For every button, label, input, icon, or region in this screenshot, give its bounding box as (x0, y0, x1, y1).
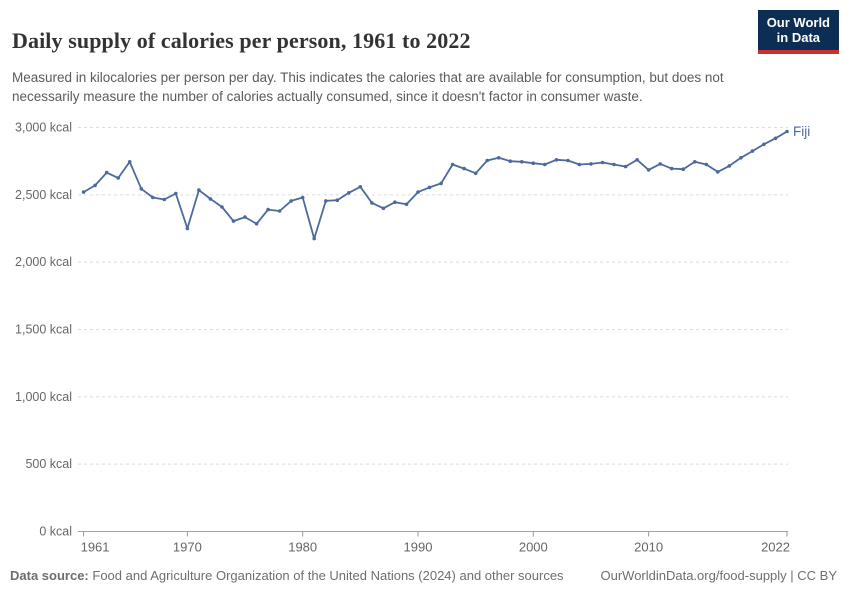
series-end-label[interactable]: Fiji (793, 124, 810, 139)
data-point[interactable] (393, 200, 397, 204)
data-point[interactable] (151, 195, 155, 200)
data-point[interactable] (243, 215, 247, 219)
data-point[interactable] (646, 168, 651, 172)
x-axis-label: 2010 (634, 540, 663, 555)
data-point[interactable] (427, 185, 432, 190)
data-point[interactable] (289, 199, 294, 203)
data-point[interactable] (185, 226, 190, 231)
data-point[interactable] (669, 166, 674, 171)
data-point[interactable] (116, 176, 120, 180)
data-source-note: Data source: Food and Agriculture Organi… (10, 568, 564, 583)
data-point[interactable] (208, 197, 213, 201)
y-axis-label: 0 kcal (39, 525, 72, 539)
data-point[interactable] (104, 170, 109, 175)
owid-logo-line2: in Data (776, 30, 821, 46)
data-point[interactable] (462, 166, 466, 171)
data-point[interactable] (416, 190, 420, 194)
data-point[interactable] (543, 162, 547, 167)
data-point[interactable] (612, 162, 616, 167)
data-point[interactable] (704, 162, 709, 167)
data-point[interactable] (277, 209, 282, 213)
data-point[interactable] (254, 222, 259, 226)
data-point[interactable] (174, 191, 178, 196)
data-point[interactable] (347, 191, 351, 195)
data-point[interactable] (531, 161, 536, 165)
data-point[interactable] (508, 159, 513, 163)
x-axis-label: 2000 (519, 540, 548, 555)
owid-logo: Our World in Data (757, 10, 839, 54)
chart-subtitle: Measured in kilocalories per person per … (12, 69, 724, 104)
page-title: Daily supply of calories per person, 196… (12, 27, 471, 53)
data-point[interactable] (554, 158, 559, 162)
data-point[interactable] (450, 162, 455, 167)
data-point[interactable] (485, 158, 490, 163)
x-axis-label: 1970 (173, 540, 202, 555)
data-point[interactable] (300, 195, 305, 200)
data-point[interactable] (220, 205, 224, 209)
data-point[interactable] (473, 171, 478, 176)
chart-footer: Data source: Food and Agriculture Organi… (10, 568, 837, 583)
data-point[interactable] (93, 183, 97, 188)
data-point[interactable] (623, 164, 628, 169)
data-point[interactable] (785, 129, 789, 134)
data-point[interactable] (773, 136, 778, 141)
data-point[interactable] (358, 185, 363, 189)
data-point[interactable] (404, 202, 409, 207)
data-point[interactable] (127, 160, 132, 164)
y-axis-label: 1,500 kcal (15, 323, 72, 337)
data-point[interactable] (312, 236, 317, 241)
y-axis-label: 2,000 kcal (15, 255, 72, 269)
data-point[interactable] (762, 142, 766, 147)
data-point[interactable] (716, 170, 720, 174)
y-axis-label: 1,000 kcal (15, 390, 72, 404)
data-line-fiji[interactable] (82, 130, 788, 240)
data-point[interactable] (496, 156, 501, 160)
data-point[interactable] (324, 199, 328, 203)
data-source-text: Food and Agriculture Organization of the… (92, 568, 564, 583)
x-axis-label: 1980 (288, 540, 317, 555)
data-point[interactable] (600, 160, 605, 165)
data-point[interactable] (162, 197, 167, 202)
data-point[interactable] (658, 162, 662, 166)
data-point[interactable] (589, 162, 593, 166)
data-point[interactable] (197, 188, 201, 192)
data-point[interactable] (439, 181, 443, 186)
y-axis-label: 2,500 kcal (15, 188, 72, 202)
data-source-label: Data source: (10, 568, 89, 583)
data-point[interactable] (266, 207, 270, 212)
data-point[interactable] (577, 162, 582, 167)
license-note: OurWorldinData.org/food-supply | CC BY (600, 568, 837, 583)
data-point[interactable] (381, 206, 386, 211)
data-point[interactable] (139, 187, 144, 191)
owid-logo-line1: Our World (766, 15, 830, 30)
data-point[interactable] (727, 164, 732, 168)
y-axis-label: 3,000 kcal (15, 121, 72, 135)
data-point[interactable] (681, 167, 685, 171)
x-axis-label: 2022 (761, 540, 790, 555)
data-point[interactable] (739, 156, 743, 160)
x-axis-label: 1961 (81, 540, 110, 555)
data-point[interactable] (750, 149, 755, 153)
data-point[interactable] (370, 201, 374, 205)
y-axis-label: 500 kcal (25, 457, 72, 471)
data-point[interactable] (231, 219, 236, 223)
data-point[interactable] (81, 190, 86, 194)
data-point[interactable] (520, 160, 524, 164)
data-point[interactable] (635, 158, 639, 162)
data-point[interactable] (335, 198, 340, 202)
x-axis-label: 1990 (404, 540, 433, 555)
data-point[interactable] (566, 158, 570, 163)
data-point[interactable] (693, 160, 697, 164)
